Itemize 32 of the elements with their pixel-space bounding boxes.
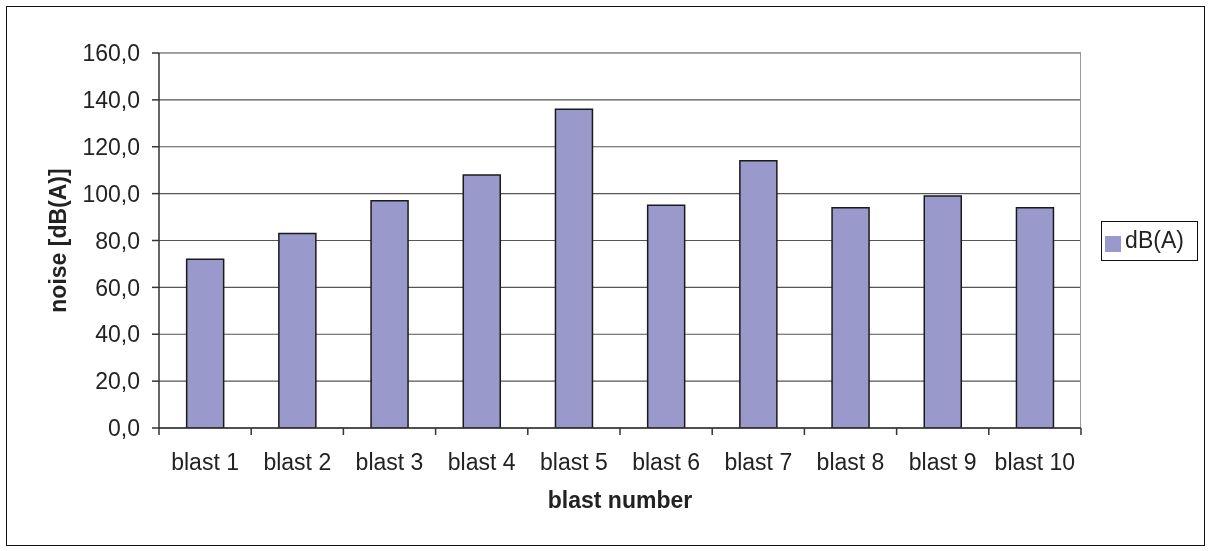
bar bbox=[646, 204, 686, 428]
bar bbox=[370, 199, 409, 428]
y-tick-label: 160,0 bbox=[82, 40, 140, 67]
x-tick-label: blast 1 bbox=[171, 449, 239, 475]
y-tick-label: 140,0 bbox=[82, 87, 140, 114]
x-axis-title: blast number bbox=[547, 487, 693, 513]
bar bbox=[278, 232, 317, 428]
y-tick-label: 20,0 bbox=[95, 368, 140, 395]
bar bbox=[554, 108, 594, 428]
x-tick-label: blast 7 bbox=[724, 449, 793, 475]
x-tick-label: blast 2 bbox=[263, 449, 332, 475]
bar bbox=[462, 174, 502, 428]
y-tick-label: 60,0 bbox=[95, 274, 140, 301]
y-tick-label: 100,0 bbox=[82, 180, 140, 207]
x-tick-label: blast 4 bbox=[447, 449, 516, 475]
bar bbox=[185, 258, 225, 428]
x-tick-label: blast 6 bbox=[632, 449, 700, 475]
bar bbox=[1015, 206, 1055, 428]
y-tick-label: 40,0 bbox=[95, 321, 140, 348]
bar bbox=[831, 206, 870, 428]
legend-label: dB(A) bbox=[1125, 227, 1184, 253]
bar bbox=[739, 160, 778, 428]
y-tick-label: 80,0 bbox=[95, 227, 140, 254]
y-tick-label: 0,0 bbox=[108, 415, 140, 442]
y-axis-title: noise [dB(A)] bbox=[45, 168, 71, 313]
x-tick-label: blast 5 bbox=[540, 449, 608, 475]
y-tick-label: 120,0 bbox=[82, 133, 140, 160]
x-tick-label: blast 9 bbox=[908, 449, 977, 475]
x-tick-label: blast 10 bbox=[994, 449, 1076, 475]
bar bbox=[923, 195, 963, 428]
x-tick-label: blast 8 bbox=[816, 449, 885, 475]
x-tick-label: blast 3 bbox=[355, 449, 424, 475]
